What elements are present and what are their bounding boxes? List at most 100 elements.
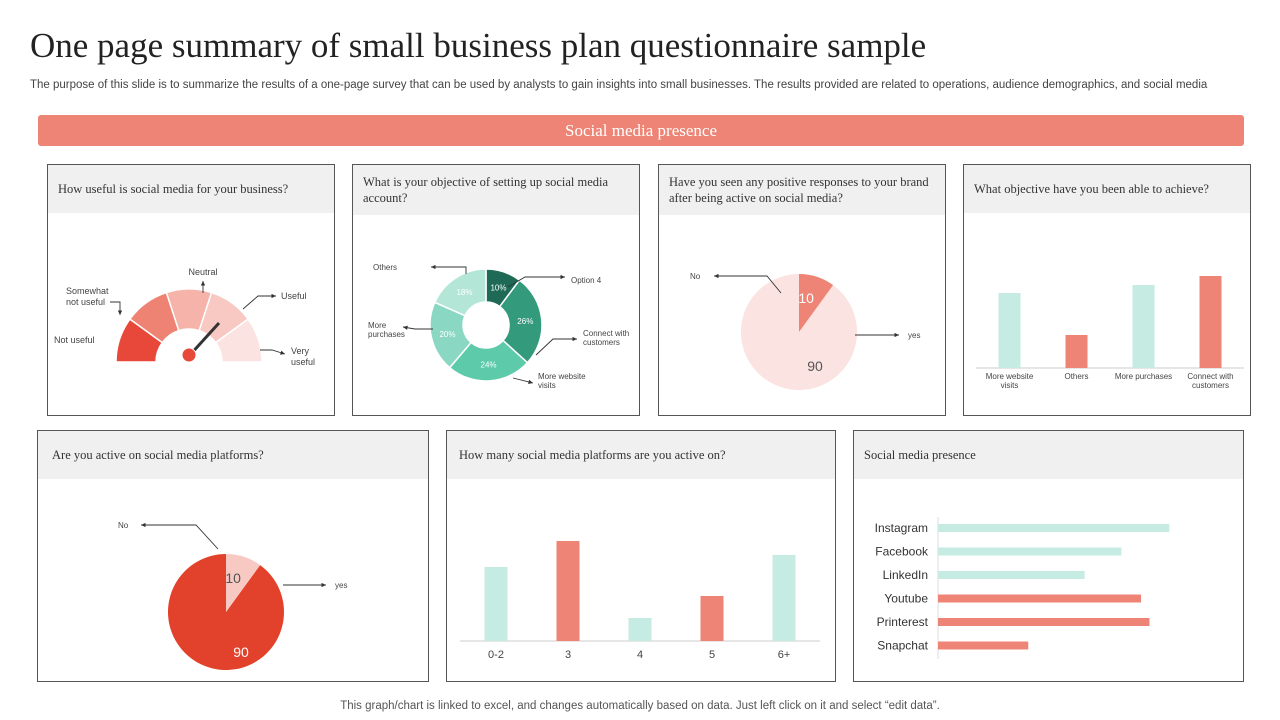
bar-chart-platform-count: 0-2 3 4 5 6+ xyxy=(460,541,820,661)
page-subtitle: The purpose of this slide is to summariz… xyxy=(30,79,1208,91)
donut-value-connect-with-customers: 26% xyxy=(517,317,533,326)
gauge-label-useful: Useful xyxy=(281,291,307,301)
card-social-presence: Social media presence Instagram Facebook L… xyxy=(853,430,1244,682)
pie-chart-responses: 10 90 No yes xyxy=(690,272,920,390)
donut-value-more-website-visits: 24% xyxy=(481,360,497,369)
bar-label-0-2: 0-2 xyxy=(488,649,504,661)
hbar-label-snapchat: Snapchat xyxy=(877,639,928,653)
gauge-label-very-useful: Very useful xyxy=(291,346,315,367)
pie-arrow-yes-head xyxy=(894,332,899,338)
card-usefulness: How useful is social media for your busi… xyxy=(47,164,335,416)
hbar-label-youtube: Youtube xyxy=(884,592,928,606)
pie-arrow-no-head xyxy=(714,273,719,279)
hbar-label-printerest: Printerest xyxy=(877,615,929,629)
gauge-segment-very-useful xyxy=(214,318,263,363)
bar-3 xyxy=(556,541,580,641)
bar-label-5: 5 xyxy=(709,649,715,661)
donut-arrow-option-4 xyxy=(507,276,565,288)
donut-label-option-4: Option 4 xyxy=(571,276,602,285)
gauge-arrow-useful-head xyxy=(271,293,276,299)
gauge-label-neutral: Neutral xyxy=(188,267,217,277)
pie-chart-active: 10 90 No yes xyxy=(118,521,347,670)
pie-slice-no xyxy=(226,554,261,612)
gauge-arrow-somewhat xyxy=(110,301,121,315)
gauge-arrow-very-useful xyxy=(260,349,286,355)
bar-label-6: 6+ xyxy=(778,649,791,661)
hbar-instagram xyxy=(938,524,1170,532)
pie-label-yes: yes xyxy=(335,581,347,590)
pie-arrow-no xyxy=(714,275,782,294)
pie-arrow-no-head xyxy=(141,522,146,528)
bar-label-others: Others xyxy=(1064,372,1088,381)
donut-chart: 10% 26% 24% 20% 18% Option 4 Connect with custo… xyxy=(368,263,629,390)
gauge-arrow-somewhat-head xyxy=(117,310,123,315)
donut-arrow-others-head xyxy=(431,264,436,270)
gauge-label-somewhat-not-useful: Somewhat not useful xyxy=(66,286,109,307)
bar-label-more-purchases: More purchases xyxy=(1115,372,1172,381)
bar-4 xyxy=(628,618,652,641)
section-banner: Social media presence xyxy=(38,115,1244,146)
gauge-arrow-neutral-head xyxy=(200,281,206,286)
question-objective-achieved: What objective have you been able to ach… xyxy=(964,165,1250,213)
donut-value-others: 18% xyxy=(456,288,472,297)
donut-label-others: Others xyxy=(373,263,397,272)
footer-note: This graph/chart is linked to excel, and… xyxy=(340,700,940,712)
bar-label-more-website-visits: More website visits xyxy=(986,372,1034,390)
card-positive-responses: Have you seen any positive responses to … xyxy=(658,164,946,416)
question-social-presence: Social media presence xyxy=(854,431,1243,479)
card-platform-count: How many social media platforms are you … xyxy=(446,430,836,682)
donut-arrow-purchases-head xyxy=(403,325,408,330)
gauge-chart: Not useful Somewhat not useful Neutral Usefu… xyxy=(54,267,315,367)
pie-value-yes: 90 xyxy=(233,644,249,660)
bar-5 xyxy=(700,596,724,641)
pie-value-no: 10 xyxy=(798,290,814,306)
gauge-arrow-useful xyxy=(242,295,276,310)
question-objective-setup: What is your objective of setting up soc… xyxy=(353,165,639,215)
donut-arrow-connect-head xyxy=(572,336,577,342)
hbar-linkedin xyxy=(938,571,1085,579)
pie-label-no: No xyxy=(118,521,129,530)
bar-label-4: 4 xyxy=(637,649,643,661)
donut-arrow-connect xyxy=(535,338,577,356)
pie-label-no: No xyxy=(690,272,701,281)
bar-0-2 xyxy=(484,567,508,641)
donut-value-more-purchases: 20% xyxy=(439,330,455,339)
donut-label-connect-with-customers: Connect with customers xyxy=(583,329,629,347)
pie-arrow-yes-head xyxy=(321,582,326,588)
bar-6 xyxy=(772,555,796,641)
bar-more-website-visits xyxy=(998,293,1021,368)
gauge-hub xyxy=(181,347,197,363)
gauge-arrow-very-useful-head xyxy=(280,350,285,355)
gauge-label-not-useful: Not useful xyxy=(54,335,95,345)
pie-slice-no xyxy=(799,274,834,332)
pie-value-no: 10 xyxy=(225,570,241,586)
donut-label-more-purchases: More purchases xyxy=(368,321,405,339)
hbar-label-instagram: Instagram xyxy=(875,521,928,535)
question-active-platforms: Are you active on social media platforms… xyxy=(38,431,428,479)
donut-value-option-4: 10% xyxy=(490,284,506,293)
donut-arrow-others xyxy=(431,266,467,274)
bar-label-connect-with-customers: Connect with customers xyxy=(1187,372,1233,390)
donut-slice-others xyxy=(433,268,487,317)
pie-label-yes: yes xyxy=(908,331,920,340)
bar-connect-with-customers xyxy=(1199,276,1222,368)
card-objective-achieved: What objective have you been able to ach… xyxy=(963,164,1251,416)
bar-chart-achieved: More website visits Others More purchases Co… xyxy=(976,276,1244,390)
question-platform-count: How many social media platforms are you … xyxy=(447,431,835,479)
bar-more-purchases xyxy=(1132,285,1155,368)
donut-arrow-option-4-head xyxy=(560,274,565,280)
hbar-youtube xyxy=(938,594,1142,603)
bar-others xyxy=(1065,335,1088,368)
hbar-snapchat xyxy=(938,641,1029,650)
question-positive-responses: Have you seen any positive responses to … xyxy=(659,165,945,215)
question-usefulness: How useful is social media for your busi… xyxy=(48,165,334,213)
hbar-printerest xyxy=(938,618,1150,626)
card-objective-setup: What is your objective of setting up soc… xyxy=(352,164,640,416)
hbar-label-linkedin: LinkedIn xyxy=(883,568,928,582)
pie-arrow-no xyxy=(141,524,219,550)
bar-label-3: 3 xyxy=(565,649,571,661)
hbar-facebook xyxy=(938,547,1122,556)
donut-slice-connect-with-customers xyxy=(498,279,543,364)
donut-arrow-website-head xyxy=(528,379,533,385)
donut-label-more-website-visits: More website visits xyxy=(538,372,586,390)
